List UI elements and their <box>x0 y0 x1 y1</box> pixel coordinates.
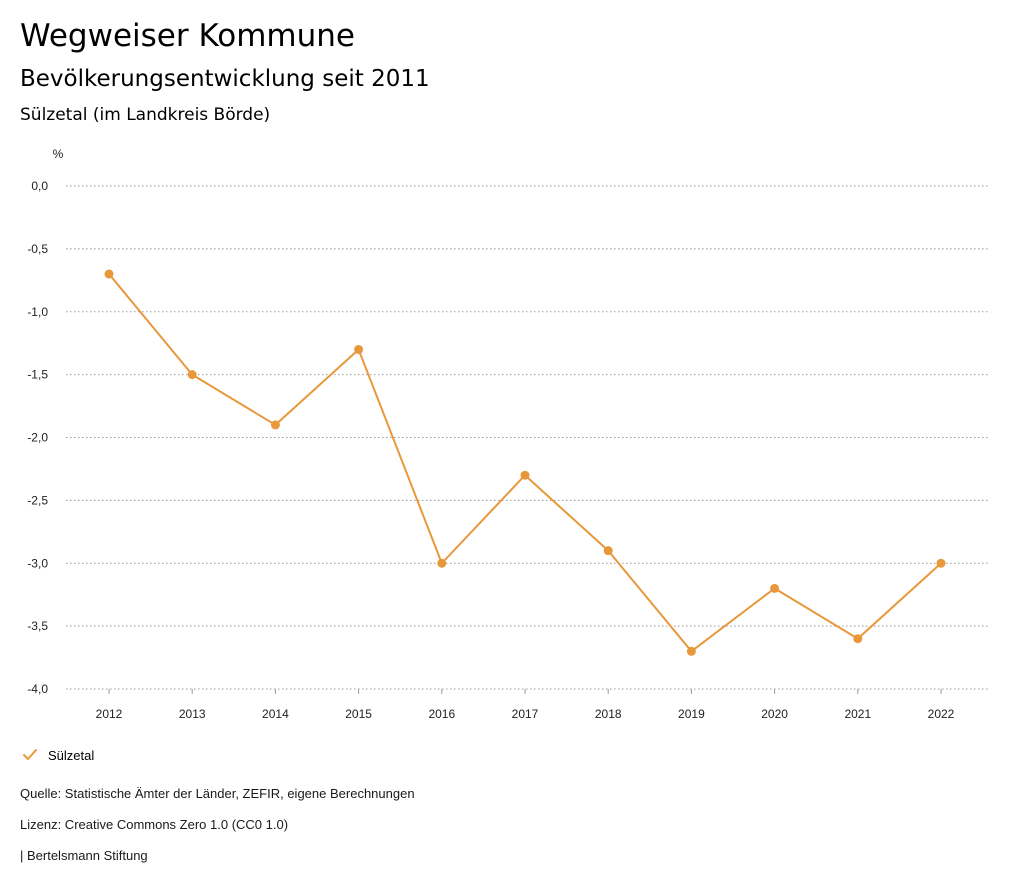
page-title: Wegweiser Kommune <box>20 18 355 54</box>
y-tick-label: -2,5 <box>27 493 48 507</box>
x-tick-label: 2014 <box>262 707 289 721</box>
x-tick-label: 2018 <box>595 707 622 721</box>
data-point[interactable] <box>270 420 280 430</box>
y-tick-label: -2,0 <box>27 431 48 445</box>
x-tick-label: 2013 <box>179 707 206 721</box>
source-note: Quelle: Statistische Ämter der Länder, Z… <box>20 786 415 801</box>
data-point[interactable] <box>187 370 197 380</box>
y-tick-label: 0,0 <box>31 179 48 193</box>
y-axis-unit-label: % <box>53 147 64 161</box>
y-tick-label: -1,0 <box>27 305 48 319</box>
x-tick-label: 2016 <box>428 707 455 721</box>
chart-subtitle: Bevölkerungsentwicklung seit 2011 <box>20 66 430 92</box>
data-point[interactable] <box>437 558 447 568</box>
x-tick-label: 2022 <box>928 707 955 721</box>
legend-label: Sülzetal <box>48 747 95 763</box>
x-tick-label: 2019 <box>678 707 705 721</box>
data-point[interactable] <box>520 470 530 480</box>
y-tick-label: -3,0 <box>27 556 48 570</box>
data-point[interactable] <box>936 558 946 568</box>
checkmark-icon <box>20 745 40 765</box>
brand-note: | Bertelsmann Stiftung <box>20 848 148 863</box>
series-line <box>108 273 942 653</box>
data-point[interactable] <box>770 583 780 593</box>
x-tick-label: 2015 <box>345 707 372 721</box>
y-tick-label: -1,5 <box>27 368 48 382</box>
y-tick-label: -0,5 <box>27 242 48 256</box>
region-label: Sülzetal (im Landkreis Börde) <box>20 105 271 125</box>
license-note: Lizenz: Creative Commons Zero 1.0 (CC0 1… <box>20 817 289 832</box>
x-tick-label: 2012 <box>96 707 123 721</box>
data-point[interactable] <box>104 269 114 279</box>
data-point[interactable] <box>354 344 364 354</box>
data-point[interactable] <box>686 646 696 656</box>
x-tick-label: 2021 <box>844 707 871 721</box>
data-point[interactable] <box>853 634 863 644</box>
x-tick-label: 2020 <box>761 707 788 721</box>
chart-legend[interactable]: Sülzetal <box>20 744 94 766</box>
line-chart: % 0,0 -0,5 -1,0 -1,5 -2,0 -2,5 -3,0 -3,5 -4,0 20… <box>27 147 990 721</box>
y-tick-label: -3,5 <box>27 619 48 633</box>
data-point[interactable] <box>603 546 613 556</box>
y-tick-label: -4,0 <box>27 682 48 696</box>
x-tick-label: 2017 <box>512 707 539 721</box>
